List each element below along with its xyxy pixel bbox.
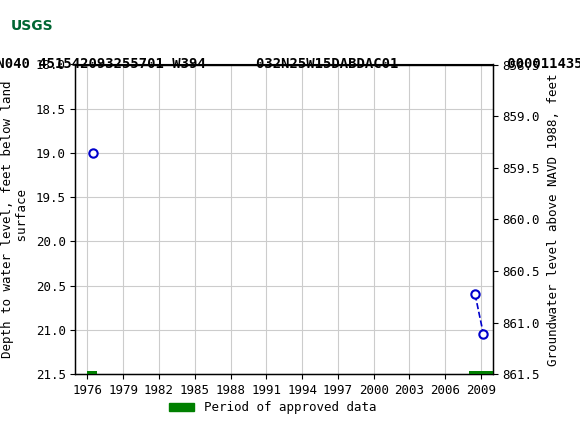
Bar (469, 371, 493, 377)
Text: █USGS: █USGS (70, 15, 124, 37)
Bar (88, 371, 97, 377)
Y-axis label: Groundwater level above NAVD 1988, feet: Groundwater level above NAVD 1988, feet (547, 73, 560, 366)
Legend: Period of approved data: Period of approved data (164, 396, 382, 419)
Text: MN040 451542093255701 W394      032N25W15DABDAC01             0000114351: MN040 451542093255701 W394 032N25W15DABD… (0, 57, 580, 71)
Text: USGS: USGS (10, 19, 53, 33)
FancyBboxPatch shape (3, 4, 61, 47)
Y-axis label: Depth to water level, feet below land
 surface: Depth to water level, feet below land su… (1, 80, 29, 358)
